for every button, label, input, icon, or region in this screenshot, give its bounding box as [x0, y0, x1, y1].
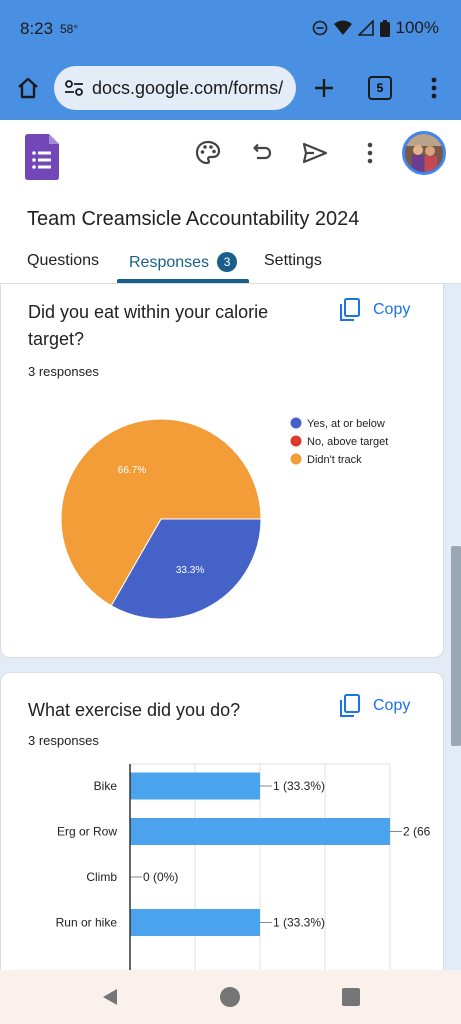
- tab-responses-label: Responses: [129, 254, 210, 271]
- copy-chart-button[interactable]: Copy: [339, 694, 410, 718]
- legend-swatch: [290, 435, 302, 447]
- bar-value-label: 0 (0%): [143, 870, 178, 884]
- tab-responses[interactable]: Responses 3: [129, 252, 238, 272]
- system-nav-bar: [0, 970, 461, 1024]
- pie-slice: [110, 518, 262, 620]
- form-tabs: Questions Responses 3 Settings: [0, 242, 461, 284]
- tab-count-button[interactable]: 5: [368, 76, 392, 100]
- avatar[interactable]: [402, 131, 446, 175]
- legend-label: Didn't track: [307, 454, 362, 466]
- legend-swatch: [290, 453, 302, 465]
- question-card-calories: Did you eat within your calorie target? …: [0, 284, 444, 658]
- copy-chart-button[interactable]: Copy: [339, 298, 410, 322]
- bar-value-label: 2 (66: [403, 825, 431, 839]
- tab-settings[interactable]: Settings: [264, 252, 322, 269]
- scrollbar[interactable]: [451, 546, 461, 746]
- bar: [130, 772, 260, 800]
- status-time: 8:23: [20, 19, 54, 38]
- back-icon[interactable]: [100, 987, 120, 1007]
- wifi-icon: [333, 20, 352, 35]
- battery-level: 100%: [395, 18, 439, 37]
- form-title: Team Creamsicle Accountability 2024: [27, 208, 360, 230]
- question-card-exercise: What exercise did you do? 3 responses Co…: [0, 672, 444, 970]
- tab-questions[interactable]: Questions: [27, 252, 100, 269]
- home-icon[interactable]: [14, 74, 42, 102]
- home-nav-icon[interactable]: [219, 986, 241, 1008]
- browser-toolbar: docs.google.com/forms/ 5: [0, 56, 461, 120]
- bar-category-label: Erg or Row: [57, 825, 117, 839]
- recents-icon[interactable]: [342, 988, 360, 1006]
- battery-icon: [379, 19, 390, 37]
- undo-icon[interactable]: [247, 138, 277, 168]
- google-forms-logo[interactable]: [25, 134, 59, 180]
- url-text: docs.google.com/forms/: [92, 77, 284, 98]
- more-vert-icon[interactable]: [420, 74, 448, 102]
- url-field[interactable]: docs.google.com/forms/: [54, 66, 296, 110]
- question-title: Did you eat within your calorie target?: [28, 302, 269, 349]
- pie-slice: [60, 418, 262, 607]
- avatar-photo: [405, 134, 443, 172]
- bar-value-label: 1 (33.3%): [273, 916, 325, 930]
- copy-label: Copy: [373, 697, 411, 714]
- bar: [130, 818, 390, 845]
- response-count: 3 responses: [28, 364, 99, 379]
- copy-label: Copy: [373, 301, 411, 318]
- copy-icon: [340, 298, 360, 321]
- bar: [130, 909, 260, 936]
- bar-value-label: 1 (33.3%): [273, 779, 325, 793]
- palette-icon[interactable]: [193, 138, 223, 168]
- question-title: What exercise did you do?: [28, 700, 241, 720]
- status-bar: 8:23 58° 100%: [0, 0, 461, 56]
- active-tab-indicator: [117, 279, 249, 283]
- tune-icon[interactable]: [64, 79, 84, 97]
- plus-icon[interactable]: [310, 74, 338, 102]
- bar-category-label: Climb: [86, 870, 117, 884]
- responses-content[interactable]: Did you eat within your calorie target? …: [0, 284, 461, 970]
- bar-chart: Bike 1 (33.3%) Erg or Row 2 (66 Climb 0 (0%) R…: [56, 763, 431, 970]
- pie-slice-label: 33.3%: [176, 565, 204, 576]
- legend-label: No, above target: [307, 436, 388, 448]
- status-temperature: 58°: [60, 22, 79, 36]
- dnd-icon: [312, 20, 327, 36]
- send-icon[interactable]: [300, 138, 330, 168]
- pie-chart: 33.3% 66.7% Yes, at or below No, above targ…: [60, 417, 388, 620]
- pie-slice-label: 66.7%: [118, 465, 146, 476]
- bar-category-label: Run or hike: [56, 916, 118, 930]
- legend-swatch: [290, 417, 302, 429]
- response-count: 3 responses: [28, 733, 99, 748]
- responses-count-badge: 3: [217, 252, 238, 272]
- more-options-icon[interactable]: [355, 138, 385, 168]
- form-header: Team Creamsicle Accountability 2024 Ques…: [0, 120, 461, 284]
- signal-icon: [357, 20, 374, 36]
- copy-icon: [340, 694, 360, 717]
- bar-category-label: Bike: [94, 779, 118, 793]
- legend-label: Yes, at or below: [307, 418, 385, 430]
